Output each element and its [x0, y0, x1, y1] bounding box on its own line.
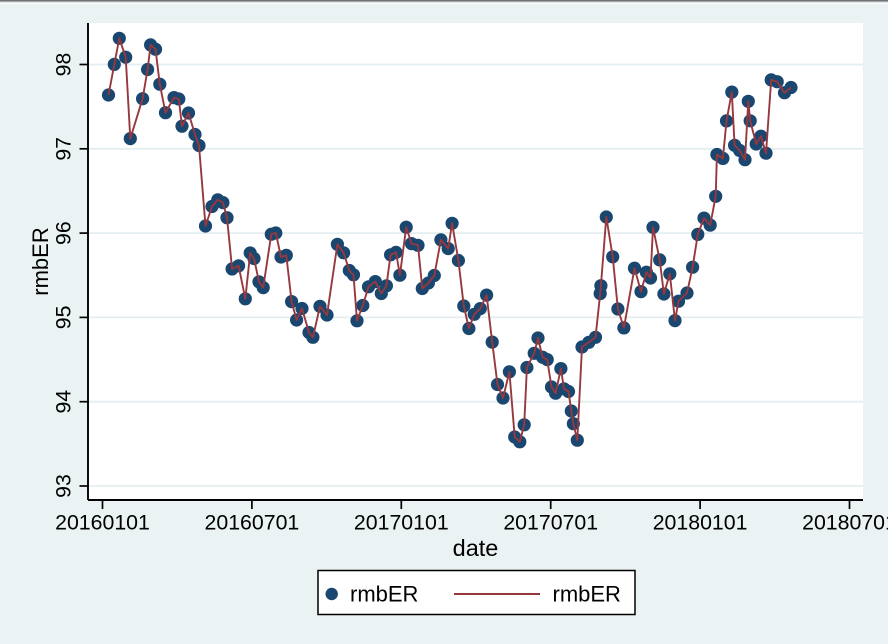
- svg-text:20180101: 20180101: [653, 511, 748, 535]
- svg-text:94: 94: [52, 390, 76, 414]
- svg-text:93: 93: [52, 474, 76, 498]
- svg-text:20180701: 20180701: [802, 511, 888, 535]
- svg-text:rmbER: rmbER: [553, 582, 621, 607]
- svg-text:96: 96: [52, 221, 76, 245]
- svg-text:rmbER: rmbER: [350, 582, 418, 607]
- svg-text:20170701: 20170701: [503, 511, 598, 535]
- svg-text:20170101: 20170101: [354, 511, 449, 535]
- svg-text:97: 97: [52, 137, 76, 161]
- svg-text:98: 98: [52, 53, 76, 77]
- svg-text:rmbER: rmbER: [28, 227, 53, 295]
- svg-text:20160701: 20160701: [205, 511, 300, 535]
- svg-text:date: date: [453, 535, 499, 561]
- svg-text:95: 95: [52, 306, 76, 330]
- svg-text:20160101: 20160101: [55, 511, 150, 535]
